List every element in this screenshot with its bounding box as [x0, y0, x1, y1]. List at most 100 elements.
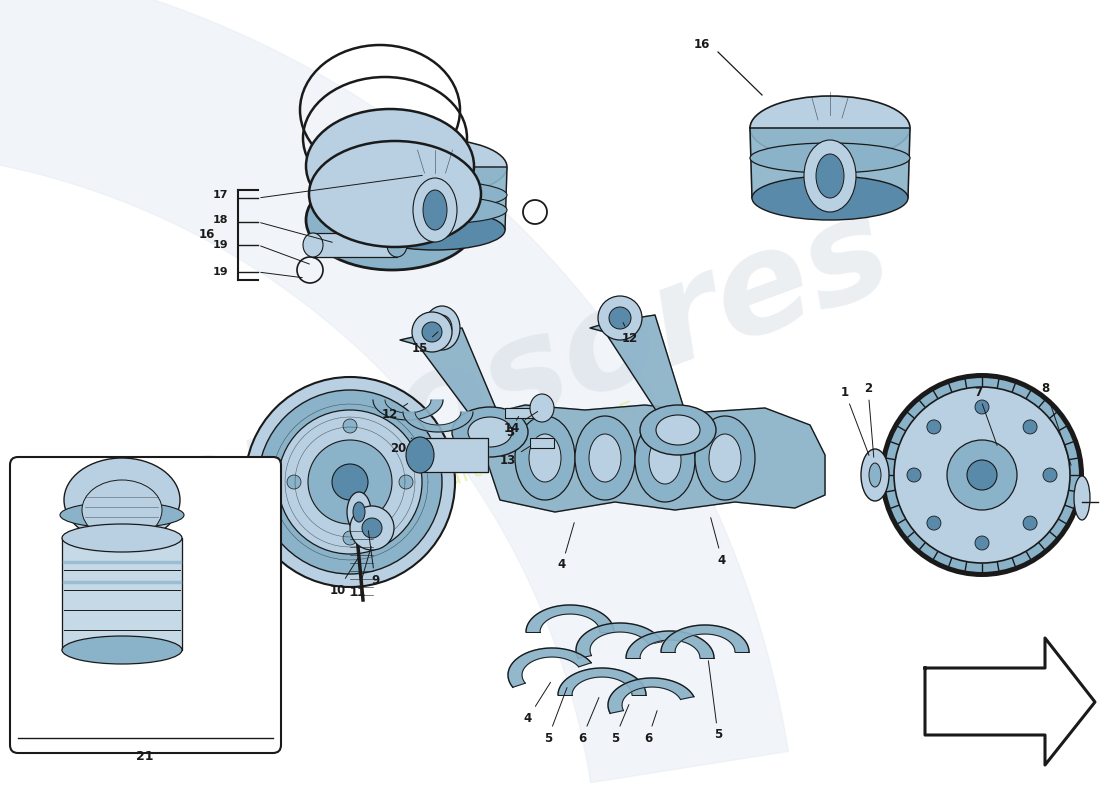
Text: 21: 21 [136, 750, 154, 763]
Ellipse shape [343, 531, 358, 545]
Ellipse shape [710, 434, 741, 482]
Text: 6: 6 [644, 710, 657, 745]
Ellipse shape [412, 178, 456, 242]
FancyBboxPatch shape [10, 457, 280, 753]
Ellipse shape [424, 306, 460, 350]
Ellipse shape [62, 524, 182, 552]
Ellipse shape [635, 418, 695, 502]
Ellipse shape [1043, 468, 1057, 482]
Ellipse shape [869, 463, 881, 487]
Ellipse shape [884, 377, 1080, 573]
Polygon shape [62, 538, 182, 650]
Ellipse shape [947, 440, 1018, 510]
Text: autosores: autosores [132, 183, 909, 577]
Text: a passion for parts since 1985: a passion for parts since 1985 [258, 399, 642, 561]
Text: 19: 19 [212, 267, 228, 277]
Polygon shape [363, 167, 507, 230]
Ellipse shape [750, 96, 910, 160]
Text: 16: 16 [199, 229, 214, 242]
Ellipse shape [363, 139, 507, 195]
Ellipse shape [302, 233, 323, 257]
Text: 5: 5 [610, 705, 629, 745]
Ellipse shape [424, 190, 447, 230]
Ellipse shape [861, 449, 889, 501]
Text: 17: 17 [212, 190, 228, 200]
Ellipse shape [332, 464, 368, 500]
Ellipse shape [399, 475, 412, 489]
Ellipse shape [515, 416, 575, 500]
Ellipse shape [530, 394, 554, 422]
Ellipse shape [353, 502, 365, 522]
Text: 11: 11 [350, 546, 371, 598]
Ellipse shape [529, 434, 561, 482]
Ellipse shape [82, 480, 162, 540]
Polygon shape [626, 631, 714, 658]
Ellipse shape [245, 377, 455, 587]
Ellipse shape [287, 475, 301, 489]
Text: 5: 5 [708, 661, 722, 742]
Ellipse shape [363, 196, 507, 224]
Polygon shape [608, 678, 694, 714]
Ellipse shape [908, 468, 921, 482]
Text: 13: 13 [499, 446, 529, 466]
Text: 7: 7 [974, 386, 997, 446]
Ellipse shape [575, 416, 635, 500]
Ellipse shape [346, 492, 371, 532]
Ellipse shape [308, 440, 392, 524]
Polygon shape [590, 315, 690, 435]
Text: 3: 3 [506, 417, 519, 438]
Ellipse shape [975, 536, 989, 550]
Ellipse shape [62, 636, 182, 664]
Polygon shape [403, 412, 473, 432]
Ellipse shape [598, 296, 642, 340]
Text: 4: 4 [524, 682, 550, 725]
Ellipse shape [894, 387, 1070, 563]
Ellipse shape [468, 417, 512, 447]
Ellipse shape [452, 407, 528, 457]
Polygon shape [750, 128, 910, 198]
Ellipse shape [804, 140, 856, 212]
Text: 19: 19 [212, 240, 228, 250]
Polygon shape [485, 405, 825, 512]
Ellipse shape [880, 373, 1084, 577]
Polygon shape [576, 623, 662, 658]
Polygon shape [925, 638, 1094, 765]
Text: 10: 10 [330, 558, 359, 597]
Ellipse shape [258, 390, 442, 574]
Ellipse shape [432, 315, 452, 341]
Polygon shape [530, 438, 554, 448]
Text: 16: 16 [694, 38, 710, 51]
Ellipse shape [1023, 516, 1037, 530]
Ellipse shape [1023, 420, 1037, 434]
Text: 5: 5 [543, 687, 566, 745]
Ellipse shape [649, 436, 681, 484]
Text: 6: 6 [578, 698, 598, 745]
Text: 12: 12 [382, 403, 408, 422]
Ellipse shape [640, 405, 716, 455]
Ellipse shape [60, 502, 184, 528]
Ellipse shape [343, 419, 358, 433]
Polygon shape [314, 233, 397, 257]
Ellipse shape [422, 322, 442, 342]
Polygon shape [505, 408, 538, 418]
Ellipse shape [406, 437, 434, 473]
Ellipse shape [656, 415, 700, 445]
Polygon shape [420, 438, 488, 472]
Polygon shape [373, 400, 443, 420]
Ellipse shape [752, 176, 908, 220]
Ellipse shape [365, 210, 505, 250]
Ellipse shape [927, 516, 940, 530]
Ellipse shape [927, 420, 940, 434]
Ellipse shape [309, 141, 481, 247]
Ellipse shape [588, 434, 621, 482]
Ellipse shape [1074, 476, 1090, 520]
Text: 1: 1 [840, 386, 869, 455]
Ellipse shape [278, 410, 422, 554]
Text: 2: 2 [864, 382, 873, 458]
Ellipse shape [306, 170, 478, 270]
Text: 20: 20 [389, 438, 412, 454]
Polygon shape [558, 668, 646, 695]
Ellipse shape [975, 400, 989, 414]
Polygon shape [661, 625, 749, 652]
Ellipse shape [306, 109, 474, 223]
